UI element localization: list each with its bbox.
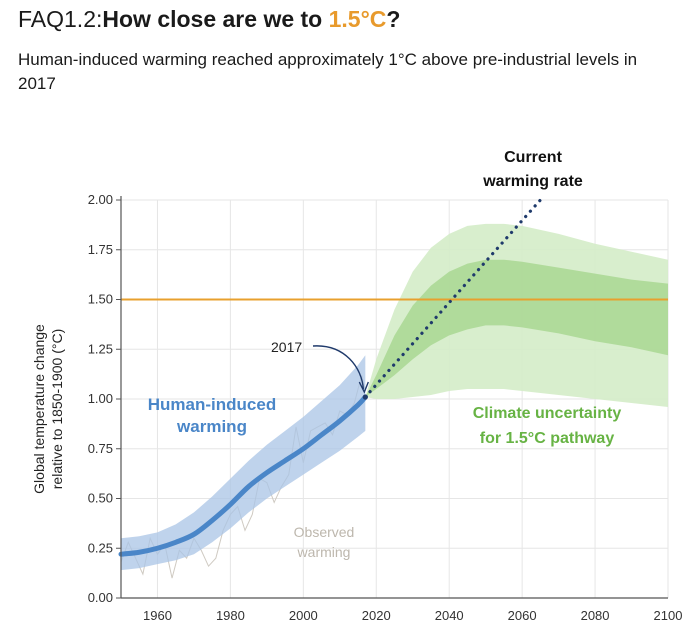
human-induced-line — [118, 394, 368, 557]
pathway-label-line2: for 1.5°C pathway — [480, 430, 615, 447]
year-2017-pointer — [312, 345, 365, 390]
y-tick-label: 1.00 — [88, 391, 113, 406]
human-induced-label-line2: warming — [176, 417, 247, 436]
x-tick-label: 2020 — [362, 608, 391, 623]
human-induced-label-line1: Human-induced — [148, 395, 276, 414]
y-tick-label: 0.25 — [88, 540, 113, 555]
current-rate-label-line2: warming rate — [482, 173, 583, 190]
faq-subtitle: Human-induced warming reached approximat… — [18, 50, 638, 93]
y-tick-label: 2.00 — [88, 192, 113, 207]
pathway-label-line1: Climate uncertainty — [473, 405, 622, 422]
year-2017-arrowhead — [358, 381, 369, 394]
current-rate-label-line1: Current — [504, 149, 562, 166]
x-tick-label: 2080 — [581, 608, 610, 623]
chart-lines — [118, 198, 668, 557]
year-2017-label: 2017 — [271, 339, 302, 355]
faq-highlight: 1.5°C — [328, 6, 387, 32]
y-tick-label: 0.75 — [88, 441, 113, 456]
y-axis-label-line: relative to 1850-1900 (°C) — [49, 329, 65, 489]
x-tick-label: 2100 — [654, 608, 683, 623]
x-tick-label: 2040 — [435, 608, 464, 623]
y-tick-label: 0.50 — [88, 491, 113, 506]
y-tick-label: 1.25 — [88, 341, 113, 356]
faq-title: FAQ1.2:How close are we to 1.5°C? — [18, 6, 400, 33]
x-tick-label: 2060 — [508, 608, 537, 623]
x-tick-label: 2000 — [289, 608, 318, 623]
y-tick-label: 1.75 — [88, 242, 113, 257]
observed-label-line2: warming — [297, 544, 351, 560]
y-axis-label: Global temperature change relative to 185… — [31, 324, 65, 494]
y-tick-label: 1.50 — [88, 292, 113, 307]
faq-qmark: ? — [386, 6, 401, 32]
current-rate-line — [363, 198, 542, 399]
y-tick-label: 0.00 — [88, 590, 113, 605]
faq-prefix: FAQ1.2: — [18, 6, 103, 32]
faq-question: How close are we to — [102, 6, 329, 32]
pathway-inner-band — [365, 259, 668, 398]
x-tick-label: 1960 — [143, 608, 172, 623]
x-tick-label: 1980 — [216, 608, 245, 623]
chart-axes: 0.00 0.25 0.50 0.75 1.00 1.25 1.50 1.75 2.00 1960… — [31, 192, 682, 623]
year-2017-point — [362, 394, 368, 400]
observed-label-line1: Observed — [294, 524, 355, 540]
y-axis-label-line: Global temperature change — [31, 324, 47, 494]
chart-labels: 2017 Human-induced warming Current warming r… — [148, 149, 622, 560]
